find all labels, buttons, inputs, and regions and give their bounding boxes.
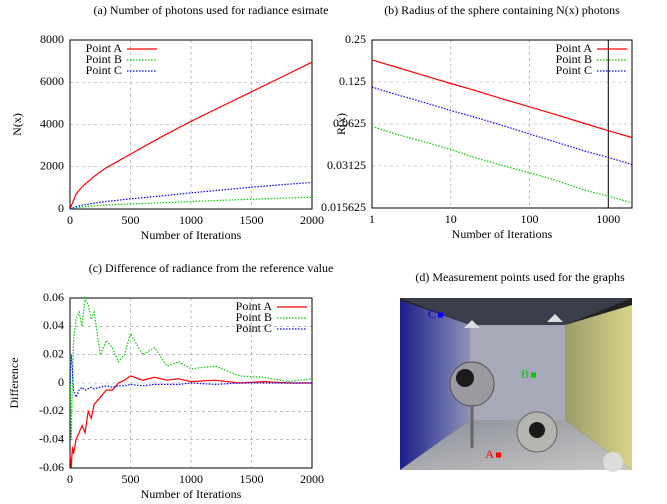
y-tick-label: 0.25 <box>345 32 366 46</box>
legend-label: Point C <box>86 63 122 77</box>
y-tick-label: 4000 <box>40 116 64 130</box>
legend-label: Point C <box>236 321 272 335</box>
y-tick-label: 0.04 <box>43 318 64 332</box>
series-line <box>371 59 633 139</box>
point-marker <box>496 452 501 458</box>
series-line <box>371 125 633 204</box>
legend-label: Point B <box>556 52 592 66</box>
x-tick-label: 500 <box>122 472 140 486</box>
series-line <box>69 354 312 399</box>
point-label: C <box>428 307 436 321</box>
x-tick-label: 1000 <box>179 213 203 227</box>
series-line <box>69 295 313 440</box>
series-line <box>69 61 313 210</box>
y-tick-label: 0.125 <box>339 74 366 88</box>
y-tick-label: 0.0625 <box>333 116 366 130</box>
x-tick-label: 1500 <box>240 213 264 227</box>
x-axis-label: Number of Iterations <box>141 228 242 242</box>
scene-image <box>400 298 632 472</box>
x-tick-label: 1500 <box>240 472 264 486</box>
y-tick-label: -0.04 <box>39 431 64 445</box>
chart-title: (c) Difference of radiance from the refe… <box>89 261 334 275</box>
legend-label: Point A <box>236 299 273 313</box>
y-tick-label: 0.02 <box>43 346 64 360</box>
x-tick-label: 1 <box>369 212 375 226</box>
legend-label: Point A <box>556 41 593 55</box>
y-tick-label: 0 <box>58 375 64 389</box>
y-tick-label: 2000 <box>40 159 64 173</box>
legend-label: Point B <box>236 310 272 324</box>
x-tick-label: 1000 <box>179 472 203 486</box>
y-axis-label: N(x) <box>10 113 24 136</box>
point-marker <box>438 312 443 318</box>
y-tick-label: -0.06 <box>39 460 64 474</box>
x-tick-label: 1000 <box>596 212 620 226</box>
x-tick-label: 0 <box>67 213 73 227</box>
series-line <box>69 375 312 469</box>
legend-label: Point C <box>556 63 592 77</box>
y-tick-label: 0 <box>58 201 64 215</box>
x-tick-label: 10 <box>445 212 457 226</box>
y-tick-label: 0.06 <box>43 290 64 304</box>
series-line <box>69 196 313 210</box>
chart-title: (a) Number of photons used for radiance … <box>94 3 329 17</box>
plot-frame <box>371 39 633 209</box>
legend-label: Point B <box>86 52 122 66</box>
x-tick-label: 2000 <box>300 213 324 227</box>
y-tick-label: 8000 <box>40 32 64 46</box>
y-axis-label: Difference <box>7 357 21 408</box>
y-tick-label: 0.015625 <box>321 200 366 214</box>
x-tick-label: 500 <box>122 213 140 227</box>
y-tick-label: 0.03125 <box>327 158 366 172</box>
plot-frame <box>69 39 313 210</box>
point-label: A <box>485 447 494 461</box>
y-axis-label: R(x) <box>334 113 348 135</box>
series-line <box>371 86 633 166</box>
panel-title: (d) Measurement points used for the grap… <box>415 270 625 284</box>
y-tick-label: -0.02 <box>39 403 64 417</box>
x-axis-label: Number of Iterations <box>452 227 553 241</box>
point-label: B <box>521 367 529 381</box>
chart-title: (b) Radius of the sphere containing N(x)… <box>384 3 620 17</box>
x-tick-label: 0 <box>67 472 73 486</box>
y-tick-label: 6000 <box>40 74 64 88</box>
x-tick-label: 100 <box>521 212 539 226</box>
legend-label: Point A <box>86 41 123 55</box>
x-axis-label: Number of Iterations <box>141 487 242 501</box>
point-marker <box>531 372 536 378</box>
x-tick-label: 2000 <box>300 472 324 486</box>
